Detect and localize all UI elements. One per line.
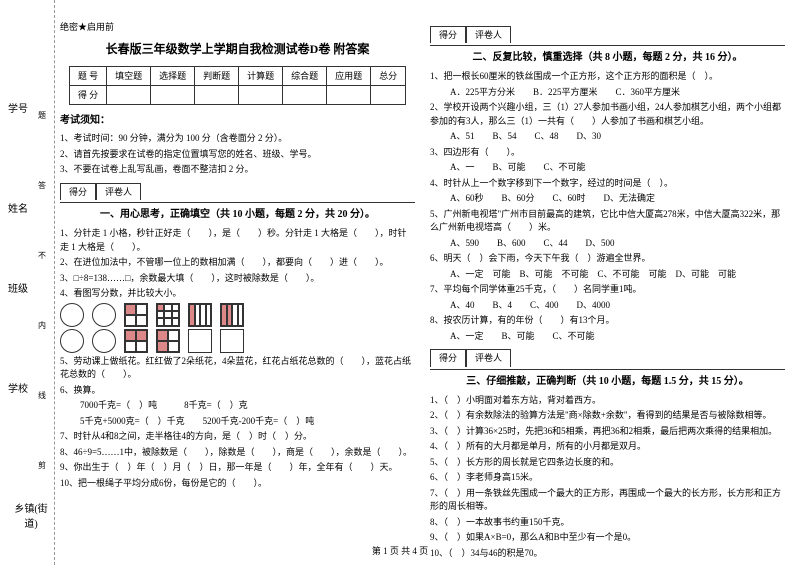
binding-margin: 乡镇(街道) 学校 班级 姓名 学号 剪 线 内 不 答 题 (0, 0, 55, 565)
th-judge: 判断题 (195, 66, 239, 85)
s1-q6: 6、换算。 (60, 384, 415, 398)
s1-q8: 8、46÷9=5……1中，被除数是（ ），除数是（ ），商是（ ），余数是（ ）… (60, 446, 415, 460)
th-num: 题 号 (69, 66, 106, 85)
sec1-grader: 评卷人 (96, 183, 141, 200)
s3-q5: 5、（ ）长方形的周长就是它四条边长度的和。 (430, 456, 785, 470)
s2-q8: 8、按农历计算，有的年份（ ）有13个月。 (430, 314, 785, 328)
s3-q4: 4、（ ）所有的大月都是单月，所有的小月都是双月。 (430, 440, 785, 454)
notice-1: 1、考试时间：90 分钟，满分为 100 分（含卷面分 2 分）。 (60, 132, 415, 146)
s1-q9: 9、你出生于（ ）年（ ）月（ ）日，那一年是（ ）年，全年有（ ）天。 (60, 461, 415, 475)
sec1-title: 一、用心思考，正确填空（共 10 小题，每题 2 分，共 20 分）。 (60, 207, 415, 223)
sec3-title: 三、仔细推敲，正确判断（共 10 小题，每题 1.5 分，共 15 分）。 (430, 374, 785, 390)
grid-5 (124, 329, 148, 353)
score-table: 题 号 填空题 选择题 判断题 计算题 综合题 应用题 总分 得 分 (69, 66, 406, 106)
margin-label-township: 乡镇(街道) (14, 504, 47, 530)
s2-q5: 5、广州新电视塔"广州市目前最高的建筑，它比中信大厦高278米，中信大厦高322… (430, 208, 785, 235)
s1-q6a: 7000千克=（ ）吨 8千克=（ ）克 (60, 399, 415, 413)
circle-3 (60, 329, 84, 353)
notice-3: 3、不要在试卷上乱写乱画，卷面不整洁扣 2 分。 (60, 163, 415, 177)
circle-4 (92, 329, 116, 353)
hex-2 (220, 329, 244, 353)
line-label: 线 (38, 390, 46, 401)
s1-q7: 7、时针从4和8之间，走半格往4的方向，是（ ）时（ ）分。 (60, 430, 415, 444)
s3-q7: 7、（ ）用一条铁丝先围成一个最大的正方形，再围成一个最大的长方形，长方形和正方… (430, 487, 785, 514)
th-app: 应用题 (327, 66, 371, 85)
s2-q8o: A、一定 B、可能 C、不可能 (430, 330, 785, 344)
sec2-score: 得分 (430, 26, 466, 43)
hex-1 (188, 329, 212, 353)
margin-label-id: 学号 (8, 104, 28, 115)
grid-3 (188, 303, 212, 327)
s2-q4: 4、时针从上一个数字移到下一个数字，经过的时间是（ ）。 (430, 177, 785, 191)
circle-2 (92, 303, 116, 327)
grid-6 (156, 329, 180, 353)
td-score: 得 分 (69, 85, 106, 104)
s2-q1: 1、把一根长60厘米的铁丝围成一个正方形，这个正方形的面积是（ ）。 (430, 70, 785, 84)
right-column: 得分 评卷人 二、反复比较，慎重选择（共 8 小题，每题 2 分，共 16 分）… (430, 20, 785, 562)
page-footer: 第 1 页 共 4 页 (0, 544, 800, 557)
notice-title: 考试须知： (60, 113, 415, 129)
s3-q1: 1、（ ）小明面对着东方站，背对着西方。 (430, 394, 785, 408)
s1-q6b: 5千克+5000克=（ ）千克 5200千克-200千克=（ ）吨 (60, 415, 415, 429)
shapes-row1 (60, 303, 415, 327)
left-column: 绝密★启用前 长春版三年级数学上学期自我检测试卷D卷 附答案 题 号 填空题 选… (60, 20, 415, 562)
s1-q4: 4、看图写分数，并比较大小。 (60, 287, 415, 301)
th-comp: 综合题 (283, 66, 327, 85)
s2-q4o: A、60秒 B、60分 C、60时 D、无法确定 (430, 192, 785, 206)
ti-label: 题 (38, 110, 46, 121)
grid-4 (220, 303, 244, 327)
nei-label: 内 (38, 320, 46, 331)
s3-q2: 2、（ ）有余数除法的验算方法是"商×除数+余数"，看得到的结果是否与被除数相等… (430, 409, 785, 423)
s2-q7o: A、40 B、4 C、400 D、4000 (430, 299, 785, 313)
th-choice: 选择题 (151, 66, 195, 85)
da-label: 答 (38, 180, 46, 191)
margin-label-name: 姓名 (8, 204, 28, 215)
sec3-score: 得分 (430, 349, 466, 366)
th-total: 总分 (371, 66, 406, 85)
s2-q1o: A．225平方分米 B．225平方厘米 C．360平方厘米 (430, 86, 785, 100)
margin-label-school: 学校 (8, 384, 28, 395)
s1-q5: 5、劳动课上做纸花。红红做了2朵纸花，4朵蓝花，红花占纸花总数的（ ），蓝花占纸… (60, 355, 415, 382)
shapes-row2 (60, 329, 415, 353)
s1-q3: 3、□÷8=138……□，余数最大填（ ），这时被除数是（ ）。 (60, 272, 415, 286)
sec3-grader: 评卷人 (466, 349, 511, 366)
s2-q3: 3、四边形有（ ）。 (430, 146, 785, 160)
s2-q5o: A、590 B、600 C、44 D、500 (430, 237, 785, 251)
section3-head: 得分 评卷人 (430, 349, 785, 369)
grid-1 (124, 303, 148, 327)
s3-q9: 9、（ ）如果A×B=0，那么A和B中至少有一个是0。 (430, 531, 785, 545)
s1-q1: 1、分针走 1 小格，秒针正好走（ ），是（ ）秒。分针走 1 大格是（ ），时… (60, 227, 415, 254)
sec2-grader: 评卷人 (466, 26, 511, 43)
s3-q6: 6、（ ）李老师身高15米。 (430, 471, 785, 485)
exam-title: 长春版三年级数学上学期自我检测试卷D卷 附答案 (60, 40, 415, 59)
notice-2: 2、请首先按要求在试卷的指定位置填写您的姓名、班级、学号。 (60, 148, 415, 162)
s3-q3: 3、（ ）计算36×25时，先把36和5相乘，再把36和2相乘，最后把两次乘得的… (430, 425, 785, 439)
section2-head: 得分 评卷人 (430, 26, 785, 46)
s2-q2o: A、51 B、54 C、48 D、30 (430, 130, 785, 144)
th-fill: 填空题 (107, 66, 151, 85)
th-calc: 计算题 (239, 66, 283, 85)
sec1-score: 得分 (60, 183, 96, 200)
s2-q6o: A、一定 可能 B、可能 不可能 C、不可能 可能 D、可能 可能 (430, 268, 785, 282)
circle-1 (60, 303, 84, 327)
section1-head: 得分 评卷人 (60, 183, 415, 203)
sec2-title: 二、反复比较，慎重选择（共 8 小题，每题 2 分，共 16 分）。 (430, 50, 785, 66)
s3-q8: 8、（ ）一本故事书约重150千克。 (430, 516, 785, 530)
s2-q7: 7、平均每个同学体重25千克，（ ）名同学重1吨。 (430, 283, 785, 297)
s1-q10: 10、把一根绳子平均分成6份，每份是它的（ ）。 (60, 477, 415, 491)
margin-label-class: 班级 (8, 284, 28, 295)
s2-q3o: A、一 B、可能 C、不可能 (430, 161, 785, 175)
s1-q2: 2、在进位加法中，不管哪一位上的数相加满（ ），都要向（ ）进（ ）。 (60, 256, 415, 270)
s2-q6: 6、明天（ ）会下雨，今天下午我（ ）游遍全世界。 (430, 252, 785, 266)
cut-label: 剪 (38, 460, 46, 471)
grid-2 (156, 303, 180, 327)
secret-label: 绝密★启用前 (60, 20, 415, 34)
s2-q2: 2、学校开设两个兴趣小组，三（1）27人参加书画小组，24人参加棋艺小组，两个小… (430, 101, 785, 128)
bu-label: 不 (38, 250, 46, 261)
